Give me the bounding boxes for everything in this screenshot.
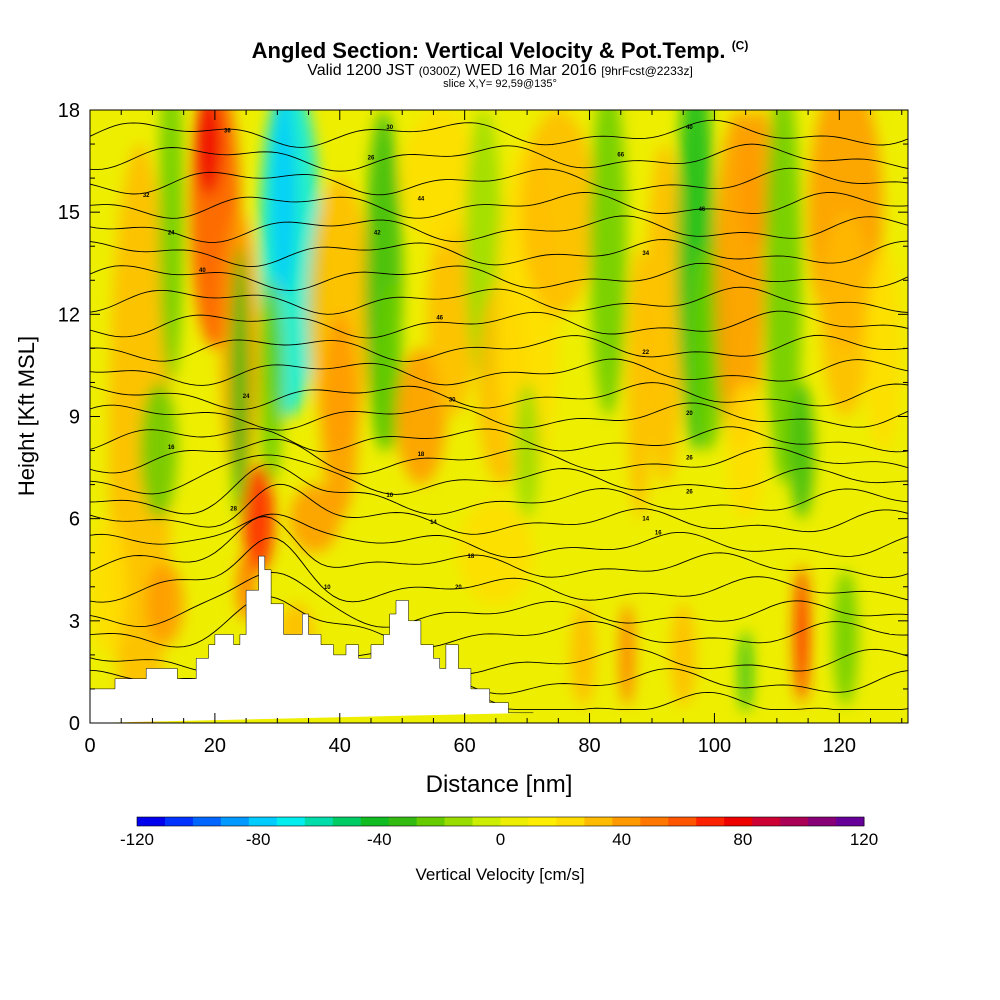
- contour-label: 22: [642, 350, 649, 356]
- colorbar-tick-label: 40: [612, 830, 631, 849]
- contour-labels: 36 32 24 40 30 26 44 42 46 40 66 46 34 22 24 30 20 16 18 26…: [143, 125, 706, 591]
- colorbar-swatch: [164, 817, 194, 826]
- contour-label: 20: [455, 585, 462, 591]
- contour-label: 20: [686, 411, 693, 417]
- contour-label: 14: [430, 520, 437, 526]
- colorbar-swatch: [248, 817, 278, 826]
- terrain-mask: [89, 555, 534, 723]
- colorbar-swatch: [808, 817, 837, 826]
- colorbar-swatch: [304, 817, 334, 826]
- contour-label: 24: [168, 231, 175, 237]
- contour-label: 30: [449, 397, 456, 403]
- contour-label: 16: [655, 530, 662, 536]
- title-unit: (C): [731, 38, 749, 53]
- x-tick-label: 100: [698, 735, 731, 757]
- colorbar-swatch: [276, 817, 306, 826]
- contour-label: 40: [686, 125, 693, 131]
- colorbar-swatch: [360, 817, 390, 826]
- chart-title: Angled Section: Vertical Velocity & Pot.…: [0, 38, 1000, 64]
- title-text: Angled Section: Vertical Velocity & Pot.…: [251, 38, 726, 63]
- y-axis-label: Height [Kft MSL]: [14, 336, 39, 496]
- colorbar-swatch: [332, 817, 362, 826]
- x-tick-label: 0: [84, 735, 95, 757]
- colorbar-tick-label: 120: [850, 830, 878, 849]
- contour-label: 18: [418, 452, 425, 458]
- colorbar-swatch: [584, 817, 613, 826]
- colorbar-swatch: [137, 817, 166, 826]
- contour-label: 24: [243, 394, 250, 400]
- y-tick-label: 3: [69, 611, 80, 633]
- colorbar-swatch: [528, 817, 557, 826]
- colorbar-swatch: [752, 817, 781, 826]
- valid-zulu: (0300Z): [418, 64, 461, 78]
- colorbar-swatch: [612, 817, 641, 826]
- colorbar-swatch: [640, 817, 669, 826]
- x-tick-label: 20: [204, 735, 226, 757]
- contour-label: 26: [686, 455, 693, 461]
- x-tick-label: 60: [454, 735, 476, 757]
- colorbar-swatch: [696, 817, 725, 826]
- colorbar-swatch: [724, 817, 753, 826]
- contour-label: 46: [699, 207, 706, 213]
- valid-time: Valid 1200 JST: [307, 62, 415, 79]
- x-axis-label: Distance [nm]: [426, 771, 573, 798]
- colorbar-tick-labels: -120 -80 -40 0 40 80 120: [120, 830, 878, 849]
- contour-label: 10: [386, 493, 393, 499]
- contour-label: 32: [143, 193, 150, 199]
- colorbar-swatch: [556, 817, 585, 826]
- colorbar-tick-label: -80: [246, 830, 271, 849]
- x-tick-label: 120: [823, 735, 856, 757]
- contour-label: 46: [436, 316, 443, 322]
- colorbar-tick-label: 80: [733, 830, 752, 849]
- contour-label: 44: [418, 197, 425, 203]
- contour-label: 26: [368, 156, 375, 162]
- colorbar-frame: [136, 816, 865, 827]
- y-tick-label: 15: [58, 202, 80, 224]
- colorbar: [136, 816, 865, 827]
- colorbar-swatch: [780, 817, 809, 826]
- x-tick-label: 40: [329, 735, 351, 757]
- colorbar-swatch: [668, 817, 697, 826]
- y-tick-label: 18: [58, 100, 80, 122]
- x-axis-tick-labels: 0 20 40 60 80 100 120: [84, 735, 856, 757]
- contour-label: 30: [386, 125, 393, 131]
- colorbar-label: Vertical Velocity [cm/s]: [415, 865, 584, 884]
- y-tick-label: 9: [69, 407, 80, 429]
- contour-label: 40: [199, 268, 206, 274]
- contour-label: 28: [230, 506, 237, 512]
- colorbar-swatch: [416, 817, 446, 826]
- colorbar-swatch: [444, 817, 474, 826]
- colorbar-tick-label: 0: [496, 830, 505, 849]
- colorbar-swatch: [388, 817, 418, 826]
- contour-label: 14: [642, 517, 649, 523]
- colorbar-tick-label: -40: [367, 830, 392, 849]
- contour-label: 66: [617, 152, 624, 158]
- colorbar-swatch: [220, 817, 250, 826]
- y-tick-label: 12: [58, 304, 80, 326]
- contour-label: 42: [374, 231, 381, 237]
- slice-info: slice X,Y= 92,59@135°: [443, 78, 557, 90]
- y-tick-label: 6: [69, 509, 80, 531]
- colorbar-swatch: [192, 817, 222, 826]
- contour-label: 18: [468, 554, 475, 560]
- colorbar-tick-label: -120: [120, 830, 154, 849]
- contour-label: 10: [324, 585, 331, 591]
- forecast-info: [9hrFcst@2233z]: [601, 64, 693, 78]
- x-tick-label: 80: [578, 735, 600, 757]
- plot-area: 36 32 24 40 30 26 44 42 46 40 66 46 34 22 24 30 20 16 18 26…: [89, 109, 909, 724]
- contour-label: 36: [224, 128, 231, 134]
- colorbar-swatch: [500, 817, 529, 826]
- colorbar-swatch: [836, 817, 865, 826]
- contour-label: 26: [686, 489, 693, 495]
- y-tick-label: 0: [69, 713, 80, 735]
- axis-ticks: [89, 109, 908, 724]
- valid-date: WED 16 Mar 2016: [465, 62, 597, 79]
- contour-label: 34: [642, 251, 649, 257]
- contour-label: 16: [168, 445, 175, 451]
- colorbar-swatch: [472, 817, 501, 826]
- y-axis-tick-labels: 0 3 6 9 12 15 18: [58, 100, 80, 735]
- chart-subtitle: Valid 1200 JST (0300Z) WED 16 Mar 2016 […: [0, 62, 1000, 80]
